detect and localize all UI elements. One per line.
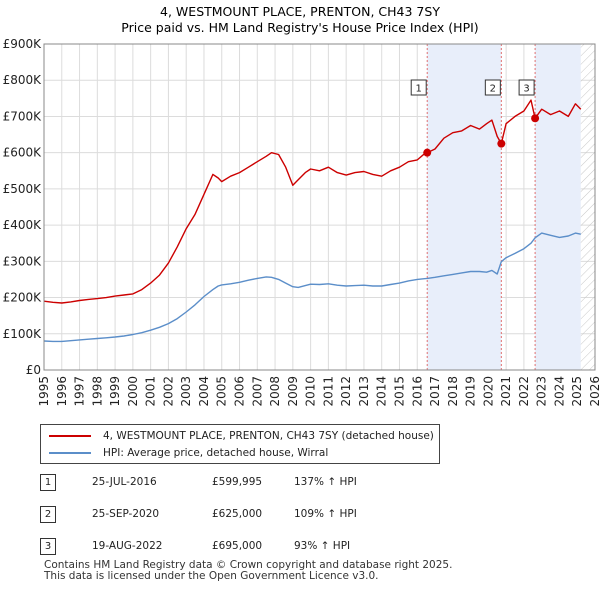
x-tick-label: 2022 bbox=[517, 376, 531, 407]
sale-date: 25-JUL-2016 bbox=[92, 476, 157, 488]
x-tick-label: 2015 bbox=[392, 376, 406, 407]
legend-swatch-red bbox=[49, 435, 91, 437]
x-tick-label: 2000 bbox=[126, 376, 140, 407]
x-tick-label: 2014 bbox=[375, 376, 389, 407]
x-tick-label: 1995 bbox=[37, 376, 51, 407]
sale-callout-box-2 bbox=[484, 79, 501, 96]
x-tick-label: 2019 bbox=[464, 376, 478, 407]
sale-price: £625,000 bbox=[212, 508, 263, 520]
sale-date: 25-SEP-2020 bbox=[92, 508, 160, 520]
x-tick-label: 2024 bbox=[552, 376, 566, 407]
x-tick-label: 2025 bbox=[570, 376, 584, 407]
y-tick-label: £900K bbox=[3, 37, 43, 51]
sale-date: 19-AUG-2022 bbox=[92, 540, 163, 552]
y-tick-label: £300K bbox=[3, 254, 43, 268]
x-tick-label: 1999 bbox=[108, 376, 122, 407]
legend-label-hpi: HPI: Average price, detached house, Wirr… bbox=[103, 447, 329, 459]
chart-title: 4, WESTMOUNT PLACE, PRENTON, CH43 7SY bbox=[160, 4, 440, 19]
forecast-hatch bbox=[580, 44, 595, 370]
x-tick-label: 2011 bbox=[321, 376, 335, 407]
x-tick-label: 2013 bbox=[357, 376, 371, 407]
legend-label-property: 4, WESTMOUNT PLACE, PRENTON, CH43 7SY (d… bbox=[103, 430, 434, 442]
sale-callout-box-1 bbox=[410, 79, 427, 96]
x-tick-label: 2004 bbox=[197, 376, 211, 407]
y-tick-label: £600K bbox=[3, 146, 43, 160]
x-tick-label: 2012 bbox=[339, 376, 353, 407]
footer-attribution: Contains HM Land Registry data © Crown c… bbox=[44, 560, 452, 582]
sale-point-1 bbox=[423, 148, 432, 157]
y-tick-label: £200K bbox=[3, 291, 43, 305]
x-tick-label: 2018 bbox=[446, 376, 460, 407]
x-tick-label: 1996 bbox=[55, 376, 69, 407]
sale-callout-box-3 bbox=[518, 79, 535, 96]
sale-price: £599,995 bbox=[212, 476, 263, 488]
x-tick-label: 2003 bbox=[179, 376, 193, 407]
x-tick-label: 2005 bbox=[215, 376, 229, 407]
x-tick-label: 2008 bbox=[268, 376, 282, 407]
y-tick-label: £500K bbox=[3, 182, 43, 196]
x-tick-label: 1998 bbox=[90, 376, 104, 407]
x-tick-label: 2009 bbox=[286, 376, 300, 407]
x-tick-label: 2016 bbox=[410, 376, 424, 407]
x-tick-label: 2017 bbox=[428, 376, 442, 407]
price-chart: 4, WESTMOUNT PLACE, PRENTON, CH43 7SY Pr… bbox=[3, 4, 600, 407]
sale-point-3 bbox=[531, 114, 540, 123]
sale-hpi-change: 137% ↑ HPI bbox=[294, 476, 357, 488]
sale-hpi-change: 93% ↑ HPI bbox=[294, 540, 351, 552]
y-tick-label: £800K bbox=[3, 73, 43, 87]
hpi-line bbox=[43, 232, 581, 343]
chart-subtitle: Price paid vs. HM Land Registry's House … bbox=[121, 20, 478, 35]
y-tick-label: £400K bbox=[3, 218, 43, 232]
legend-item-property: 4, WESTMOUNT PLACE, PRENTON, CH43 7SY (d… bbox=[49, 428, 434, 444]
x-tick-label: 2006 bbox=[233, 376, 247, 407]
y-tick-label: £0 bbox=[26, 363, 41, 377]
x-tick-label: 2001 bbox=[144, 376, 158, 407]
x-tick-label: 2010 bbox=[304, 376, 318, 407]
x-tick-label: 2020 bbox=[481, 376, 495, 407]
y-tick-label: £700K bbox=[3, 109, 43, 123]
sale-callout-label-3: 3 bbox=[523, 84, 529, 95]
sale-callout-label-2: 2 bbox=[490, 84, 496, 95]
ownership-span-2 bbox=[535, 44, 581, 370]
legend: 4, WESTMOUNT PLACE, PRENTON, CH43 7SY (d… bbox=[40, 424, 440, 464]
sale-marker-label: 3 bbox=[40, 538, 56, 555]
x-tick-label: 1997 bbox=[73, 376, 87, 407]
legend-swatch-blue bbox=[49, 452, 91, 454]
plot-area bbox=[44, 44, 595, 370]
sale-marker-label: 2 bbox=[40, 506, 56, 523]
x-tick-label: 2002 bbox=[161, 376, 175, 407]
x-tick-label: 2026 bbox=[588, 376, 600, 407]
x-tick-label: 2021 bbox=[499, 376, 513, 407]
plot-frame bbox=[43, 43, 596, 371]
sale-point-2 bbox=[497, 139, 506, 148]
y-tick-label: £100K bbox=[3, 327, 43, 341]
x-tick-label: 2023 bbox=[535, 376, 549, 407]
sale-price: £695,000 bbox=[212, 540, 263, 552]
sale-callout-label-1: 1 bbox=[416, 84, 422, 95]
ownership-span-1 bbox=[427, 44, 502, 370]
x-tick-label: 2007 bbox=[250, 376, 264, 407]
sale-marker-label: 1 bbox=[40, 474, 56, 491]
sale-hpi-change: 109% ↑ HPI bbox=[294, 508, 357, 520]
legend-item-hpi: HPI: Average price, detached house, Wirr… bbox=[49, 445, 328, 461]
footer-line-copyright: Contains HM Land Registry data © Crown c… bbox=[44, 559, 453, 571]
footer-line-licence: This data is licensed under the Open Gov… bbox=[44, 570, 379, 582]
